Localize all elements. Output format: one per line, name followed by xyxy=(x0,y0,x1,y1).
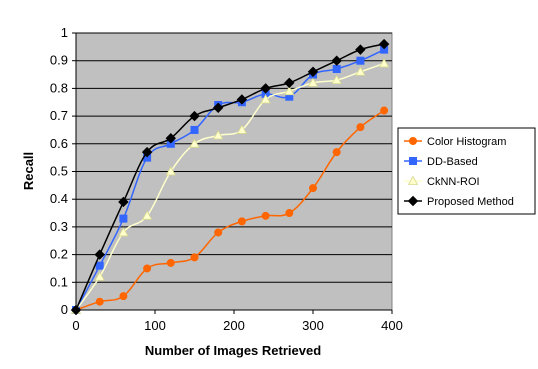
data-point xyxy=(356,123,365,132)
data-point xyxy=(141,210,153,220)
legend: Color Histogram DD-Based CkNN-ROI Proposed … xyxy=(397,127,536,215)
y-tick-label: 0 xyxy=(61,302,68,317)
y-tick-label: 0.7 xyxy=(50,108,68,123)
data-point xyxy=(331,55,342,66)
y-tick-label: 0.2 xyxy=(50,247,68,262)
data-point xyxy=(70,304,82,316)
series-proposed-method xyxy=(70,38,390,316)
legend-label: CkNN-ROI xyxy=(427,176,480,188)
data-point xyxy=(284,85,295,96)
series-color-histogram xyxy=(72,106,389,314)
data-point xyxy=(236,94,248,105)
y-tick-label: 0.6 xyxy=(50,136,68,151)
x-tick-label: 200 xyxy=(223,318,245,333)
y-tick-label: 0.5 xyxy=(50,164,68,179)
data-point xyxy=(355,44,366,55)
x-tick-label: 300 xyxy=(302,318,324,333)
data-point xyxy=(307,77,319,87)
legend-entry: Color Histogram xyxy=(404,136,506,148)
data-point xyxy=(284,77,295,89)
y-tick-label: 1 xyxy=(61,25,68,40)
data-point xyxy=(95,261,104,270)
data-point xyxy=(307,66,319,77)
data-point xyxy=(260,94,271,104)
y-tick-label: 0.1 xyxy=(50,274,68,289)
data-point xyxy=(119,214,128,223)
data-point xyxy=(332,65,341,74)
legend-entry: DD-Based xyxy=(404,156,478,168)
data-point xyxy=(94,271,105,281)
data-point xyxy=(331,74,342,84)
data-point xyxy=(190,253,199,262)
x-axis-title: Number of Images Retrieved xyxy=(145,343,321,358)
data-point xyxy=(189,138,200,148)
data-point xyxy=(166,258,175,267)
data-point xyxy=(94,249,105,260)
data-point xyxy=(141,146,153,158)
data-point xyxy=(237,217,246,226)
series-lines xyxy=(70,38,390,316)
data-point xyxy=(378,58,390,68)
y-tick-label: 0.3 xyxy=(50,219,68,234)
data-point xyxy=(260,83,271,94)
data-point xyxy=(378,38,390,50)
axes: 0 0.1 0.2 0.3 0.4 0.5 0.6 0.7 0.8 0.9 1 0 100 200 300 4… xyxy=(50,25,403,333)
data-point xyxy=(285,209,294,218)
legend-marker xyxy=(409,137,417,145)
y-tick-label: 0.9 xyxy=(50,53,68,68)
data-point xyxy=(380,106,389,115)
legend-label: Color Histogram xyxy=(427,136,506,148)
legend-label: DD-Based xyxy=(427,156,478,168)
y-tick-label: 0.8 xyxy=(50,80,68,95)
data-point xyxy=(355,66,366,76)
data-point xyxy=(332,148,341,157)
data-point xyxy=(189,110,200,122)
data-point xyxy=(213,130,224,140)
legend-entry: CkNN-ROI xyxy=(404,175,480,188)
data-point xyxy=(95,297,104,306)
data-point xyxy=(356,56,365,65)
data-point xyxy=(118,227,129,237)
data-point xyxy=(190,125,199,134)
data-point xyxy=(309,184,317,193)
legend-label: Proposed Method xyxy=(427,196,514,208)
data-point xyxy=(118,196,129,208)
data-point xyxy=(212,102,224,113)
plot-area xyxy=(75,32,393,311)
data-point xyxy=(143,264,152,273)
data-point xyxy=(214,228,223,237)
data-point xyxy=(165,133,177,144)
data-point xyxy=(165,166,176,176)
x-tick-label: 0 xyxy=(72,318,79,333)
x-tick-label: 400 xyxy=(381,318,403,333)
x-tick-label: 100 xyxy=(144,318,166,333)
legend-entry: Proposed Method xyxy=(404,195,514,208)
data-point xyxy=(119,292,128,301)
legend-marker xyxy=(407,175,419,185)
legend-box xyxy=(397,127,536,215)
legend-marker xyxy=(409,157,417,165)
y-axis-title: Recall xyxy=(21,152,36,190)
data-point xyxy=(236,124,248,134)
legend-marker xyxy=(407,195,419,207)
y-tick-label: 0.4 xyxy=(50,191,68,206)
data-point xyxy=(261,211,270,220)
